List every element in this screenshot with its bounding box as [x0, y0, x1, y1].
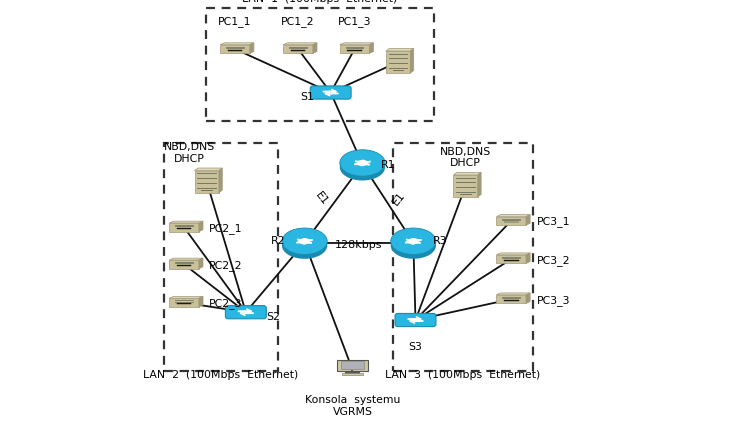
Polygon shape — [496, 293, 530, 295]
Ellipse shape — [391, 233, 436, 259]
Text: E1: E1 — [314, 190, 330, 207]
Polygon shape — [282, 242, 327, 246]
Text: R2: R2 — [271, 236, 285, 246]
Polygon shape — [526, 293, 530, 304]
FancyBboxPatch shape — [225, 306, 266, 319]
Text: PC1_2: PC1_2 — [281, 16, 315, 27]
Text: 128kbps: 128kbps — [336, 240, 382, 250]
Text: LAN  1  (100Mbps  Ethernet): LAN 1 (100Mbps Ethernet) — [243, 0, 397, 4]
Polygon shape — [283, 44, 317, 46]
Polygon shape — [504, 222, 519, 223]
Text: S1: S1 — [301, 92, 314, 102]
Polygon shape — [391, 242, 436, 246]
Text: E1: E1 — [391, 190, 407, 207]
Ellipse shape — [340, 155, 385, 181]
Polygon shape — [340, 44, 373, 46]
Polygon shape — [526, 253, 530, 264]
Polygon shape — [170, 297, 203, 299]
Text: PC1_3: PC1_3 — [338, 16, 371, 27]
Polygon shape — [496, 215, 530, 217]
Polygon shape — [496, 295, 526, 304]
Text: PC2_3: PC2_3 — [209, 297, 243, 309]
Polygon shape — [250, 44, 254, 54]
Polygon shape — [219, 169, 222, 193]
Polygon shape — [194, 171, 219, 193]
FancyBboxPatch shape — [395, 314, 436, 327]
Text: PC3_3: PC3_3 — [536, 294, 570, 305]
Polygon shape — [170, 224, 199, 232]
Text: PC2_2: PC2_2 — [209, 259, 243, 270]
Polygon shape — [283, 46, 312, 54]
Polygon shape — [478, 173, 481, 197]
Text: PC3_1: PC3_1 — [536, 216, 570, 227]
Ellipse shape — [282, 233, 327, 259]
Polygon shape — [176, 229, 191, 230]
Polygon shape — [194, 169, 222, 171]
Polygon shape — [199, 259, 203, 269]
Polygon shape — [369, 44, 373, 54]
FancyBboxPatch shape — [341, 362, 365, 369]
Polygon shape — [453, 176, 478, 197]
Text: PC2_1: PC2_1 — [209, 222, 243, 233]
Polygon shape — [176, 304, 191, 305]
Polygon shape — [386, 49, 414, 52]
Polygon shape — [170, 260, 199, 269]
Text: NBD,DNS
DHCP: NBD,DNS DHCP — [164, 142, 215, 164]
Ellipse shape — [391, 229, 436, 255]
Text: S2: S2 — [267, 311, 280, 321]
Polygon shape — [199, 297, 203, 307]
Polygon shape — [220, 46, 250, 54]
Polygon shape — [386, 52, 410, 74]
Text: NBD,DNS
DHCP: NBD,DNS DHCP — [440, 146, 491, 168]
Polygon shape — [170, 259, 203, 260]
Polygon shape — [291, 51, 306, 52]
Text: PC1_1: PC1_1 — [218, 16, 251, 27]
Polygon shape — [496, 255, 526, 264]
Text: LAN  2  (100Mbps  Ethernet): LAN 2 (100Mbps Ethernet) — [144, 369, 298, 379]
Ellipse shape — [340, 151, 385, 177]
Polygon shape — [526, 215, 530, 226]
Polygon shape — [453, 173, 481, 176]
Polygon shape — [504, 300, 519, 301]
Polygon shape — [220, 44, 254, 46]
Text: Konsola  systemu
VGRMS: Konsola systemu VGRMS — [305, 395, 400, 416]
Polygon shape — [496, 217, 526, 226]
Polygon shape — [340, 46, 369, 54]
Polygon shape — [170, 299, 199, 307]
Text: PC3_2: PC3_2 — [536, 254, 570, 265]
Text: R1: R1 — [381, 160, 395, 170]
Polygon shape — [228, 51, 243, 52]
Polygon shape — [340, 164, 385, 168]
Polygon shape — [504, 260, 519, 261]
Polygon shape — [496, 253, 530, 255]
Polygon shape — [312, 44, 317, 54]
FancyBboxPatch shape — [310, 87, 351, 100]
Text: S3: S3 — [408, 342, 423, 351]
Polygon shape — [410, 49, 414, 74]
Polygon shape — [199, 222, 203, 232]
Ellipse shape — [282, 229, 327, 255]
FancyBboxPatch shape — [337, 360, 368, 371]
FancyBboxPatch shape — [341, 373, 363, 375]
Polygon shape — [170, 222, 203, 224]
Polygon shape — [347, 51, 362, 52]
Text: LAN  3  (100Mbps  Ethernet): LAN 3 (100Mbps Ethernet) — [385, 369, 541, 379]
Text: R3: R3 — [433, 236, 447, 246]
